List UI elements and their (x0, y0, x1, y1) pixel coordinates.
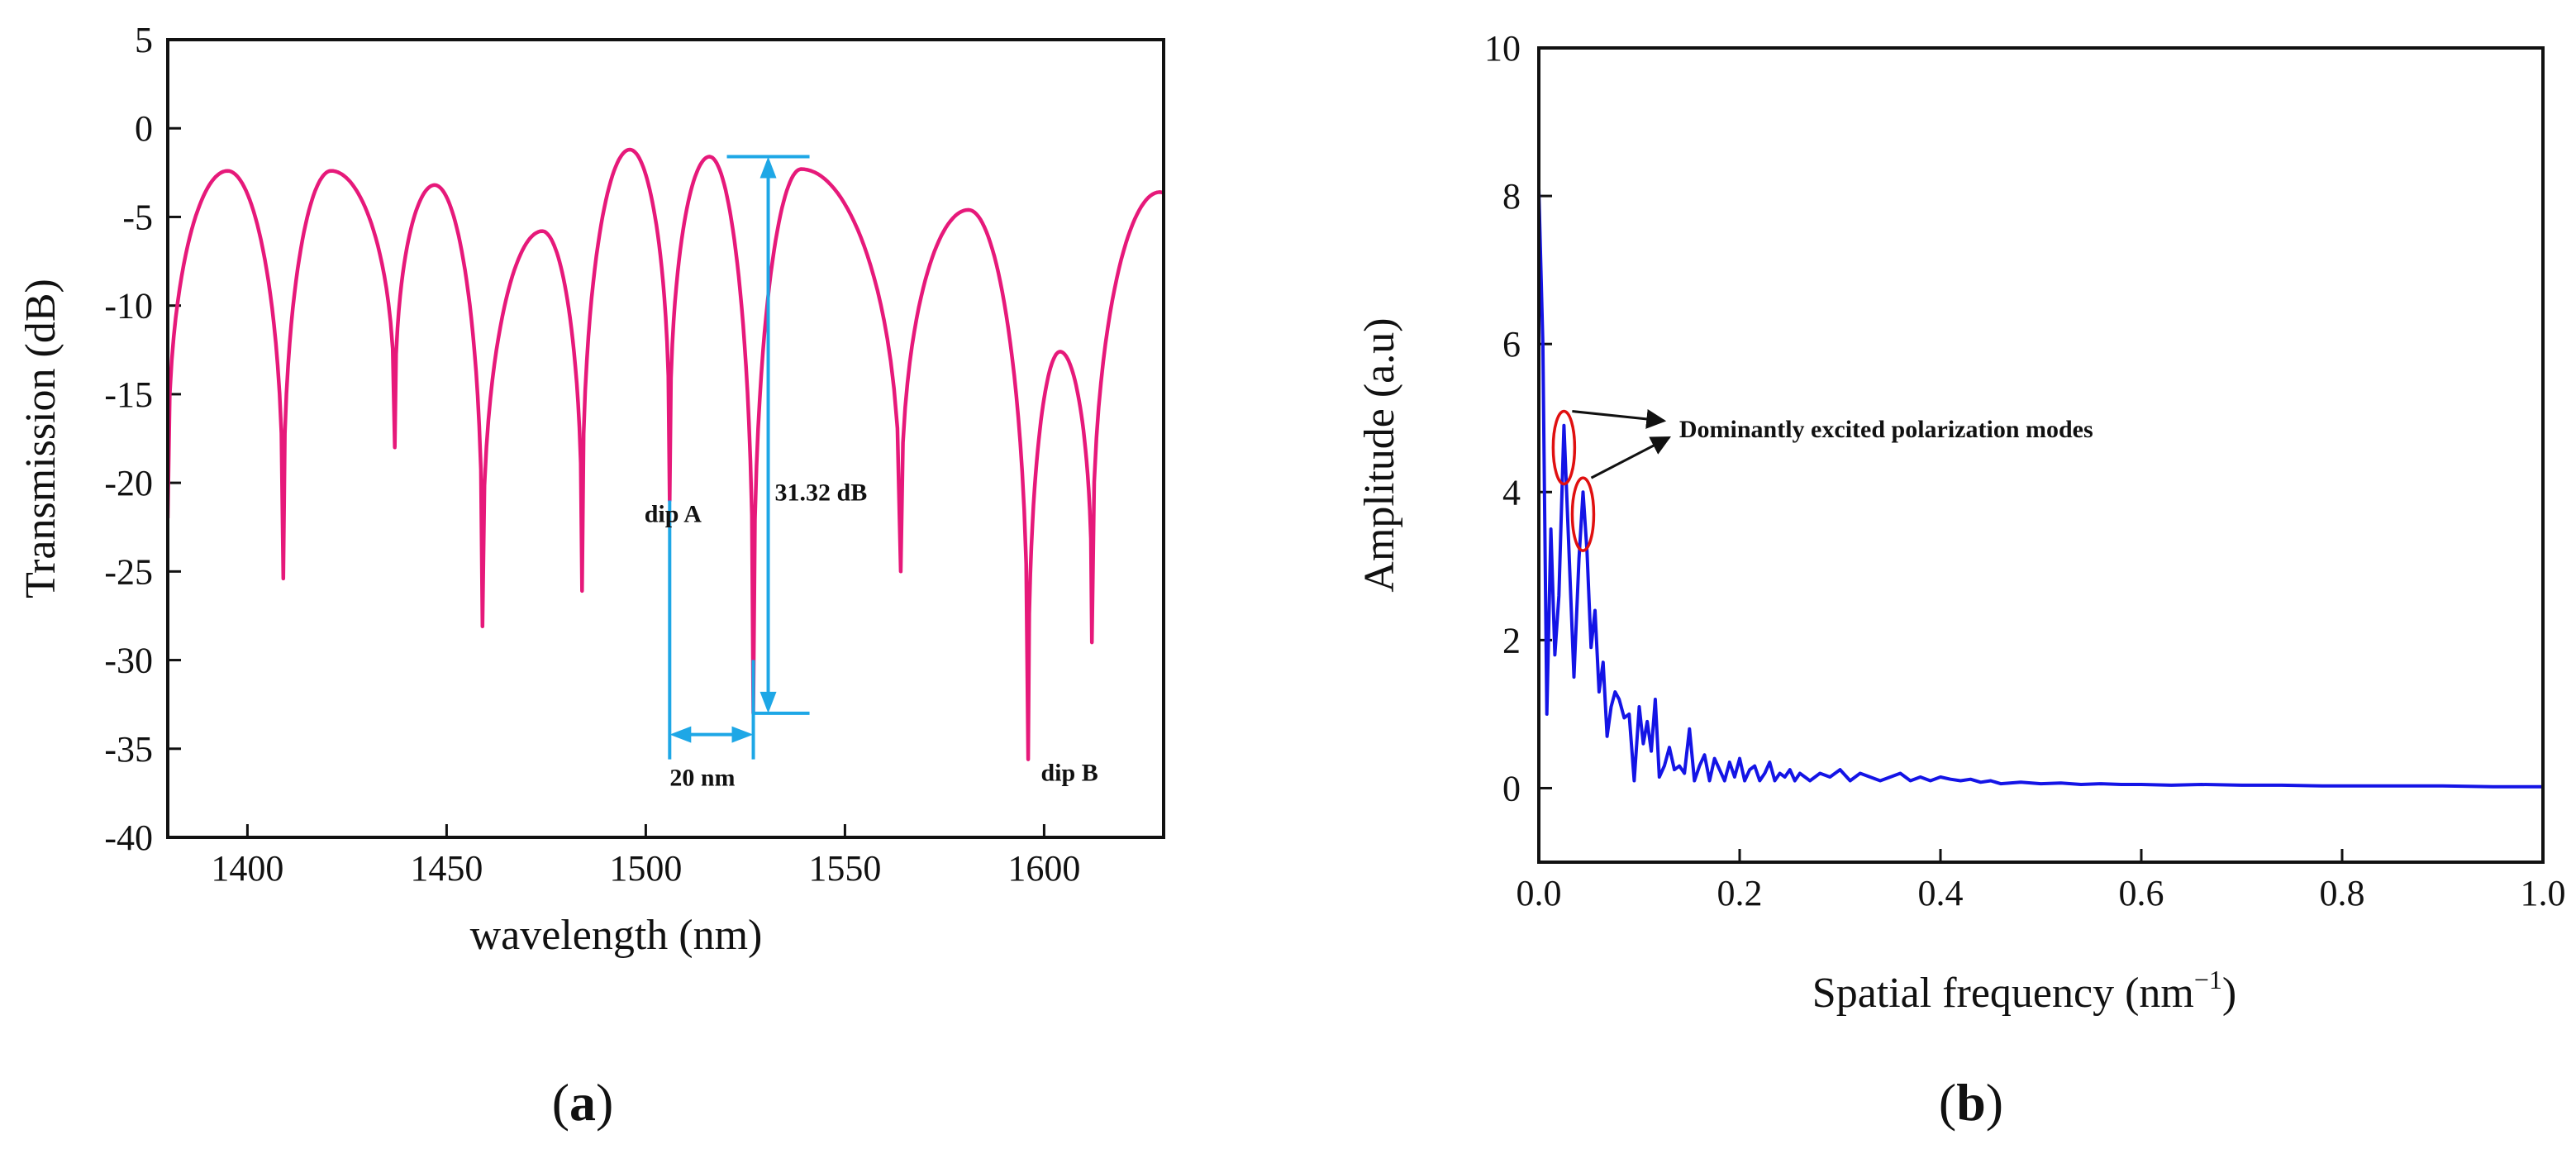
chart-b-y-axis-label: Amplitude (a.u) (1356, 317, 1403, 592)
panel-label-b-letter: b (1956, 1073, 1986, 1132)
chart-b-annotation-label: Dominantly excited polarization modes (1679, 416, 2093, 443)
chart-a-annotations: 20 nm 31.32 dB dip A dip B (645, 155, 1098, 792)
chart-b-x-tick-label: 0.2 (1717, 873, 1763, 913)
chart-b-peak-circle (1551, 409, 1577, 486)
panel-label-b: (b) (1939, 1073, 2003, 1132)
chart-a-x-tick-label: 1400 (211, 848, 283, 889)
chart-b-x-axis-label-sup: −1 (2194, 965, 2222, 994)
chart-b-y-tick-label: 10 (1484, 28, 1521, 69)
chart-a-depth-arrowhead-top (759, 156, 777, 179)
chart-panel-b: 10 8 6 4 2 0 0.0 0.2 0.4 0.6 0.8 1.0 Dominantly exc… (1356, 28, 2566, 1132)
chart-b-peak-arrow (1572, 408, 1667, 429)
chart-a-y-tick-label: -5 (122, 197, 153, 237)
chart-a-y-tick-label: -15 (104, 374, 153, 415)
chart-a-y-tick-label: -10 (104, 286, 153, 327)
chart-b-y-tick-label: 6 (1502, 324, 1521, 365)
chart-a-plot-area: 20 nm 31.32 dB dip A dip B (168, 147, 1164, 792)
chart-b-ticks: 10 8 6 4 2 0 0.0 0.2 0.4 0.6 0.8 1.0 (1484, 28, 2566, 913)
chart-a-y-tick-label: 5 (135, 20, 153, 60)
panel-label-a: (a) (552, 1073, 614, 1132)
chart-a-y-axis-label: Transmission (dB) (17, 279, 64, 598)
chart-a-y-tick-label: -20 (104, 463, 153, 503)
chart-b-plot-area: Dominantly excited polarization modes (1539, 188, 2543, 789)
chart-a-y-tick-label: 0 (135, 108, 153, 149)
chart-b-peak-arrow (1590, 436, 1672, 479)
chart-b-y-tick-label: 4 (1502, 472, 1521, 513)
chart-b-peak-circle (1570, 476, 1596, 552)
chart-b-x-tick-label: 0.0 (1517, 873, 1562, 913)
chart-a-depth-arrowhead-bottom (759, 691, 777, 713)
chart-a-spacing-arrowhead-left (669, 726, 692, 743)
chart-a-ticks: 5 0 -5 -10 -15 -20 -25 -30 -35 -40 1400 1450 1500 155… (104, 20, 1080, 889)
chart-b-x-tick-label: 1.0 (2521, 873, 2566, 913)
chart-b-x-tick-label: 0.4 (1918, 873, 1964, 913)
chart-b-x-tick-label: 0.8 (2320, 873, 2365, 913)
chart-panel-a: 5 0 -5 -10 -15 -20 -25 -30 -35 -40 1400 1450 1500 155… (17, 20, 1165, 1132)
chart-a-y-tick-label: -30 (104, 641, 153, 681)
chart-b-x-axis-label-close: ) (2222, 970, 2236, 1017)
chart-b-x-axis-label: Spatial frequency (nm−1) (1812, 965, 2236, 1017)
chart-a-depth-label: 31.32 dB (775, 479, 868, 507)
chart-b-x-axis-label-main: Spatial frequency (nm (1812, 970, 2194, 1017)
chart-b-series-line (1539, 188, 2543, 789)
chart-a-x-tick-label: 1600 (1007, 848, 1080, 889)
chart-a-spacing-label: 20 nm (669, 765, 735, 792)
chart-a-dip-b-label: dip B (1041, 759, 1098, 786)
chart-a-x-tick-label: 1550 (808, 848, 881, 889)
chart-b-y-tick-label: 2 (1502, 620, 1521, 660)
chart-a-y-tick-label: -25 (104, 551, 153, 592)
chart-b-annotations: Dominantly excited polarization modes (1551, 408, 2093, 552)
chart-a-spacing-arrowhead-right (731, 726, 754, 743)
chart-b-y-tick-label: 8 (1502, 176, 1521, 217)
chart-a-y-tick-label: -35 (104, 729, 153, 770)
chart-a-frame (166, 38, 1165, 839)
chart-b-x-tick-label: 0.6 (2119, 873, 2164, 913)
chart-a-series-line (168, 147, 1164, 761)
chart-b-frame (1537, 46, 2545, 864)
chart-b-y-tick-label: 0 (1502, 768, 1521, 808)
chart-a-x-tick-label: 1500 (609, 848, 682, 889)
panel-label-a-letter: a (569, 1073, 596, 1132)
chart-a-y-tick-label: -40 (104, 818, 153, 858)
chart-a-dip-a-label: dip A (645, 500, 702, 527)
chart-a-x-axis-label: wavelength (nm) (470, 912, 763, 959)
chart-a-x-tick-label: 1450 (410, 848, 483, 889)
